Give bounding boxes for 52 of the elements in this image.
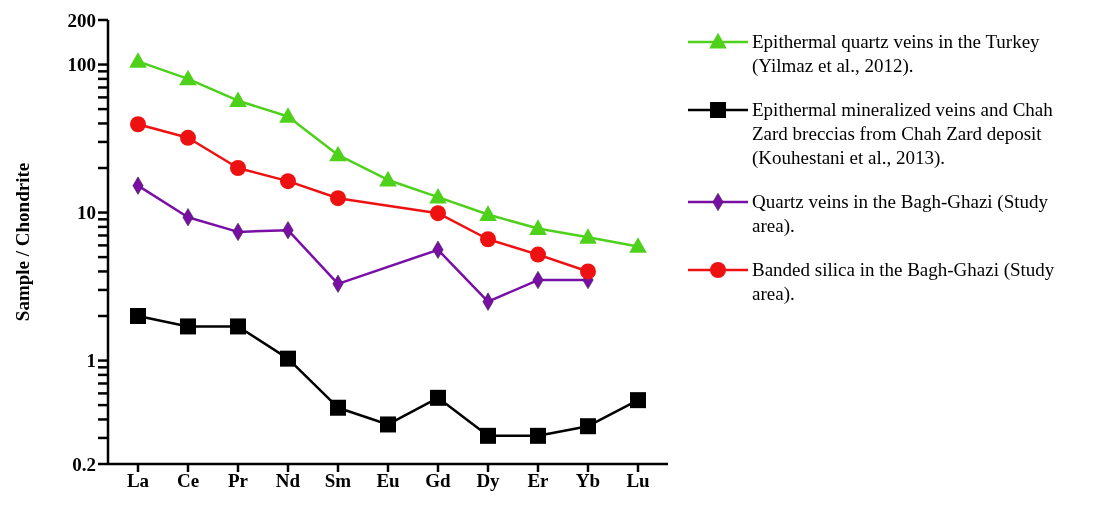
y-tick-label: 200 xyxy=(67,9,96,31)
point xyxy=(430,389,446,406)
point xyxy=(280,350,296,367)
point xyxy=(229,91,247,108)
x-tick-label: Sm xyxy=(324,470,352,492)
point xyxy=(129,52,147,68)
point xyxy=(580,263,596,280)
point xyxy=(430,205,446,222)
point xyxy=(379,170,397,187)
y-tick-label: 1 xyxy=(86,350,96,372)
x-tick-label: Dy xyxy=(476,470,501,492)
point xyxy=(529,219,547,235)
point xyxy=(330,190,346,207)
point xyxy=(479,205,497,221)
x-tick-label: Lu xyxy=(626,470,651,492)
legend-label: Epithermal mineralized veins and Chah Zard breccias from Chah Zard deposit (Kouhestani et al., 2013). xyxy=(752,98,1054,170)
point xyxy=(530,427,546,444)
point xyxy=(630,392,646,409)
y-tick-label: 10 xyxy=(77,202,96,224)
legend-label: Epithermal quartz veins in the Turkey (Yilmaz et al., 2012). xyxy=(752,30,1041,78)
y-tick-label: 100 xyxy=(67,54,96,76)
x-tick-label: Pr xyxy=(227,470,249,492)
x-tick-label: Nd xyxy=(275,470,301,492)
point xyxy=(629,237,647,253)
legend-label: Quartz veins in the Bagh-Ghazi (Study area). xyxy=(752,190,1049,238)
point xyxy=(330,399,346,416)
point xyxy=(280,173,296,190)
point xyxy=(580,418,596,435)
x-tick-label: Er xyxy=(527,470,550,492)
x-tick-label: La xyxy=(126,470,150,492)
point xyxy=(480,231,496,248)
y-axis-title: Sample / Chondrite xyxy=(11,162,33,322)
point xyxy=(179,69,197,86)
point xyxy=(480,427,496,444)
point xyxy=(429,187,447,204)
x-tick-label: Eu xyxy=(376,470,401,492)
y-tick-label: 0.2 xyxy=(72,453,96,475)
point xyxy=(530,246,546,263)
point xyxy=(279,107,297,123)
point xyxy=(180,318,196,335)
x-tick-label: Yb xyxy=(575,470,601,492)
x-tick-label: Gd xyxy=(425,470,452,492)
point xyxy=(329,145,347,162)
point xyxy=(579,228,597,244)
point xyxy=(230,318,246,335)
point xyxy=(130,116,146,133)
point xyxy=(230,160,246,176)
x-tick-label: Ce xyxy=(176,470,200,492)
legend-label: Banded silica in the Bagh-Ghazi (Study area). xyxy=(752,258,1056,306)
point xyxy=(130,308,146,324)
point xyxy=(380,416,396,433)
point xyxy=(180,129,196,146)
